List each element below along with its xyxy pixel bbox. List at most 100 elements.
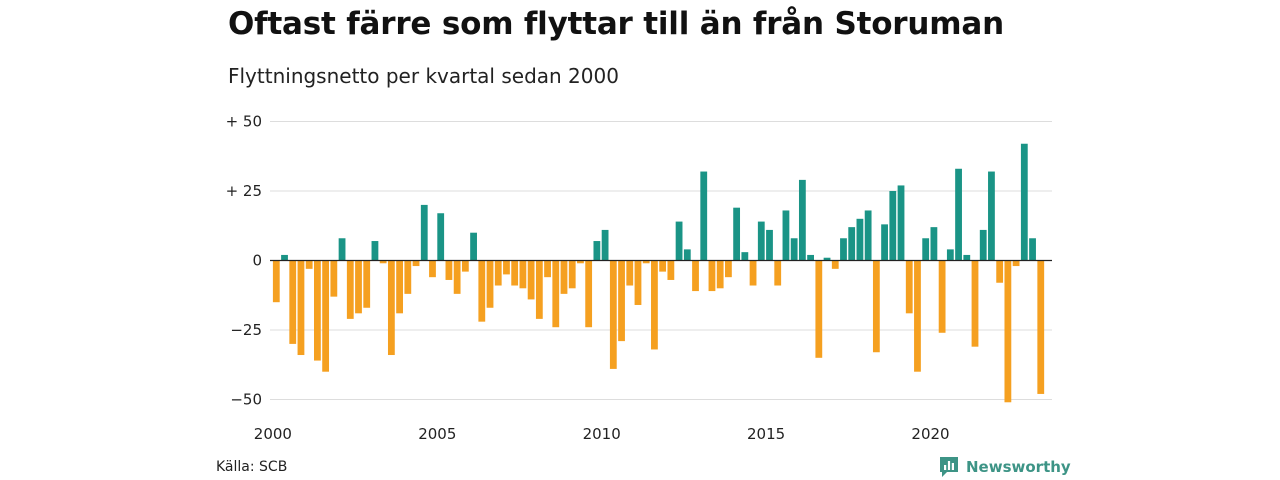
bar xyxy=(478,260,486,322)
bar xyxy=(272,260,280,303)
bar xyxy=(1029,238,1036,261)
bar xyxy=(470,232,477,261)
bar xyxy=(988,171,995,261)
bar xyxy=(552,260,560,328)
bar xyxy=(667,260,675,280)
chart-title: Oftast färre som flyttar till än från St… xyxy=(228,6,1004,42)
bar xyxy=(996,260,1004,283)
bar xyxy=(486,260,494,308)
bar xyxy=(930,227,938,261)
bar xyxy=(872,260,880,353)
bar xyxy=(314,260,321,361)
bar xyxy=(437,213,445,261)
bar xyxy=(585,260,593,328)
x-tick-label: 2015 xyxy=(747,425,785,443)
brand-name: Newsworthy xyxy=(966,458,1071,476)
bar xyxy=(1037,260,1045,394)
bar xyxy=(494,260,502,286)
bar xyxy=(708,260,716,292)
bar xyxy=(692,260,699,292)
bar xyxy=(807,254,814,261)
bar xyxy=(634,260,642,305)
bar xyxy=(330,260,338,297)
bar xyxy=(527,260,535,300)
bar xyxy=(453,260,461,294)
bar xyxy=(577,260,584,264)
bar xyxy=(535,260,543,319)
bar xyxy=(429,260,436,278)
y-tick-label: + 25 xyxy=(226,182,262,200)
bar xyxy=(733,207,741,261)
bar xyxy=(963,254,971,261)
bar xyxy=(897,185,905,261)
bar xyxy=(568,260,576,289)
y-tick-label: + 50 xyxy=(226,113,262,131)
bar xyxy=(289,260,297,344)
bar xyxy=(642,260,650,264)
bar xyxy=(864,210,872,261)
x-tick-label: 2000 xyxy=(254,425,292,443)
bar xyxy=(840,238,847,261)
bar xyxy=(305,260,313,269)
bar xyxy=(749,260,757,286)
bar xyxy=(798,179,806,261)
bar xyxy=(379,260,387,264)
bar xyxy=(848,227,856,261)
bar xyxy=(281,254,288,261)
bar xyxy=(355,260,362,314)
source-label: Källa: SCB xyxy=(216,459,288,475)
bar xyxy=(420,204,428,261)
bar xyxy=(651,260,658,350)
y-tick-label: −25 xyxy=(230,321,262,339)
bar xyxy=(683,249,691,261)
bar xyxy=(946,249,954,261)
bar xyxy=(338,238,346,261)
bar xyxy=(346,260,354,319)
bar xyxy=(1004,260,1012,403)
bar xyxy=(741,252,749,261)
bar xyxy=(609,260,617,369)
bar xyxy=(831,260,839,269)
bar xyxy=(404,260,412,294)
bar xyxy=(856,218,864,261)
bar xyxy=(601,229,609,261)
bar xyxy=(774,260,782,286)
y-tick-label: −50 xyxy=(230,391,262,409)
bar xyxy=(675,221,683,261)
bar xyxy=(1012,260,1020,267)
bar xyxy=(889,191,897,261)
bar xyxy=(511,260,519,286)
chart-subtitle: Flyttningsnetto per kvartal sedan 2000 xyxy=(228,64,619,88)
bar xyxy=(938,260,946,333)
bar xyxy=(363,260,371,308)
bar xyxy=(297,260,305,356)
bar xyxy=(503,260,510,275)
bar xyxy=(766,229,773,261)
bar xyxy=(412,260,420,267)
bar xyxy=(905,260,913,314)
bar xyxy=(659,260,667,272)
bar xyxy=(922,238,930,261)
bar xyxy=(387,260,395,356)
bar xyxy=(790,238,798,261)
bar xyxy=(519,260,527,289)
bar xyxy=(823,257,831,261)
bar xyxy=(955,168,962,261)
y-tick-label: 0 xyxy=(252,252,262,270)
bar xyxy=(881,224,888,261)
bar xyxy=(445,260,453,280)
bar xyxy=(971,260,979,347)
bar xyxy=(757,221,765,261)
bar xyxy=(815,260,823,358)
bar xyxy=(618,260,625,342)
bar xyxy=(593,241,601,261)
bar xyxy=(782,210,790,261)
bar xyxy=(716,260,724,289)
x-tick-label: 2020 xyxy=(911,425,949,443)
bar xyxy=(560,260,568,294)
bar xyxy=(322,260,330,372)
x-tick-label: 2010 xyxy=(583,425,621,443)
bar xyxy=(979,229,987,261)
bar xyxy=(914,260,921,372)
